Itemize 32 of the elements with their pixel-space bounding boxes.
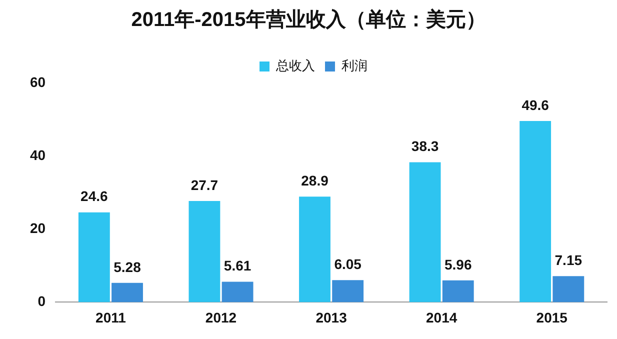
y-tick-label: 20 [30, 220, 46, 236]
data-label: 6.05 [334, 256, 362, 272]
bar [552, 276, 584, 302]
bar [222, 282, 254, 302]
bar [78, 212, 110, 302]
bar [299, 196, 330, 302]
legend-label: 总收入 [275, 58, 315, 74]
x-tick-label: 2011 [96, 309, 126, 326]
y-tick-label: 0 [38, 293, 46, 310]
data-label: 7.15 [554, 252, 582, 268]
data-label: 24.6 [80, 188, 108, 204]
x-tick-label: 2013 [316, 309, 348, 326]
x-tick-label: 2014 [426, 309, 458, 326]
data-label: 49.6 [522, 96, 550, 113]
x-tick-label: 2012 [205, 309, 237, 326]
bar [409, 162, 441, 302]
legend-label: 利润 [342, 58, 368, 74]
data-label: 5.96 [444, 256, 472, 272]
data-label: 38.3 [411, 138, 439, 154]
data-label: 5.61 [224, 258, 252, 274]
y-tick-label: 60 [30, 74, 46, 90]
bar [520, 120, 552, 302]
data-label: 27.7 [190, 176, 218, 193]
bar [188, 201, 220, 302]
bar [442, 280, 474, 302]
bar [332, 280, 364, 302]
y-tick-label: 40 [30, 146, 46, 163]
data-label: 28.9 [301, 172, 329, 188]
bar [112, 282, 143, 302]
chart-title: 2011年-2015年营业收入（单位：美元） [130, 8, 487, 33]
x-tick-label: 2015 [536, 309, 568, 326]
data-label: 5.28 [114, 258, 142, 275]
